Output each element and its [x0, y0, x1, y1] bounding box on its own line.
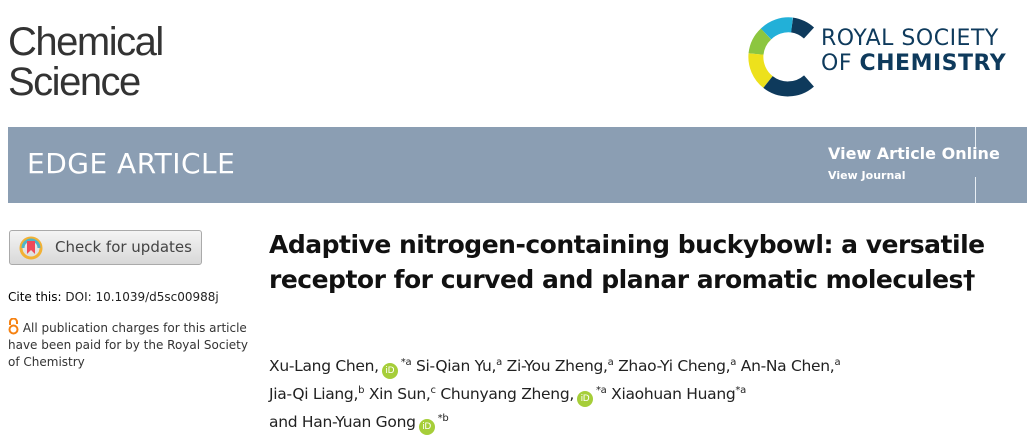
author: Zhao-Yi Cheng,a [618, 357, 736, 375]
publisher-line1: ROYAL SOCIETY [821, 26, 999, 51]
author: An-Na Chen,a [741, 357, 841, 375]
affiliation-marker: a [834, 357, 841, 368]
author: Si-Qian Yu,a [416, 357, 502, 375]
open-access-note: All publication charges for this article… [8, 317, 248, 371]
author-name[interactable]: Jia-Qi Liang, [269, 385, 359, 404]
publisher-line2: OF CHEMISTRY [821, 51, 1006, 76]
cite-label: Cite this: [8, 290, 62, 304]
citation: Cite this: DOI: 10.1039/d5sc00988j [8, 290, 219, 304]
divider [975, 177, 976, 203]
rsc-logo-text: ROYAL SOCIETY OF CHEMISTRY [821, 26, 1006, 76]
author-name[interactable]: Chunyang Zheng, [440, 385, 574, 404]
orcid-icon[interactable]: iD [576, 391, 593, 408]
check-for-updates-label: Check for updates [55, 238, 192, 256]
author: Chunyang Zheng, iD*a [440, 385, 607, 408]
affiliation-marker: *a [400, 357, 412, 368]
affiliation-marker: *a [595, 385, 607, 397]
divider [975, 127, 976, 147]
affiliation-marker: a [496, 357, 502, 368]
author-name[interactable]: and Han-Yuan Gong [269, 413, 416, 432]
orcid-icon[interactable]: iD [381, 363, 398, 380]
affiliation-marker: *b [437, 413, 449, 425]
journal-name: Chemical Science [8, 20, 164, 104]
publisher-chemistry: CHEMISTRY [859, 51, 1007, 76]
author-name[interactable]: Si-Qian Yu, [415, 357, 497, 376]
author: Xiaohuan Huang*a [611, 385, 746, 403]
article-type: EDGE ARTICLE [27, 147, 236, 180]
author-list: Xu-Lang Chen, iD*a Si-Qian Yu,a Zi-You Zh… [269, 351, 1035, 435]
affiliation-marker: b [358, 385, 365, 397]
crossmark-icon [19, 236, 43, 260]
open-access-icon [8, 317, 19, 335]
author: Jia-Qi Liang,b [269, 385, 364, 403]
affiliation-marker: *a [735, 385, 746, 397]
journal-name-line2: Science [8, 60, 141, 104]
affiliation-marker: a [607, 357, 614, 368]
article-type-banner: EDGE ARTICLE View Article Online View Jo… [8, 127, 1027, 203]
doi[interactable]: DOI: 10.1039/d5sc00988j [65, 290, 219, 304]
author: and Han-Yuan Gong iD*b [269, 413, 449, 435]
author-name[interactable]: Xin Sun, [368, 385, 431, 404]
author: Zi-You Zheng,a [507, 357, 614, 375]
orcid-icon[interactable]: iD [418, 419, 435, 435]
journal-name-line1: Chemical [8, 20, 164, 64]
affiliation-marker: a [730, 357, 737, 368]
article-title: Adaptive nitrogen-containing buckybowl: … [269, 230, 985, 294]
author-name[interactable]: Xiaohuan Huang [611, 385, 736, 404]
author-name[interactable]: Xu-Lang Chen, [269, 357, 379, 376]
rsc-logo-icon [748, 17, 815, 97]
affiliation-marker: c [430, 385, 437, 397]
author-name[interactable]: Zi-You Zheng, [506, 357, 608, 376]
author: Xu-Lang Chen, iD*a [269, 357, 412, 380]
view-article-online-link[interactable]: View Article Online [828, 144, 1000, 163]
author-name[interactable]: Zhao-Yi Cheng, [618, 357, 731, 376]
check-for-updates-button[interactable]: Check for updates [9, 230, 202, 265]
view-journal-link[interactable]: View Journal [828, 169, 906, 182]
author: Xin Sun,c [369, 385, 436, 403]
publisher-of: OF [821, 51, 852, 76]
open-access-text: All publication charges for this article… [8, 321, 248, 369]
author-name[interactable]: An-Na Chen, [740, 357, 835, 376]
